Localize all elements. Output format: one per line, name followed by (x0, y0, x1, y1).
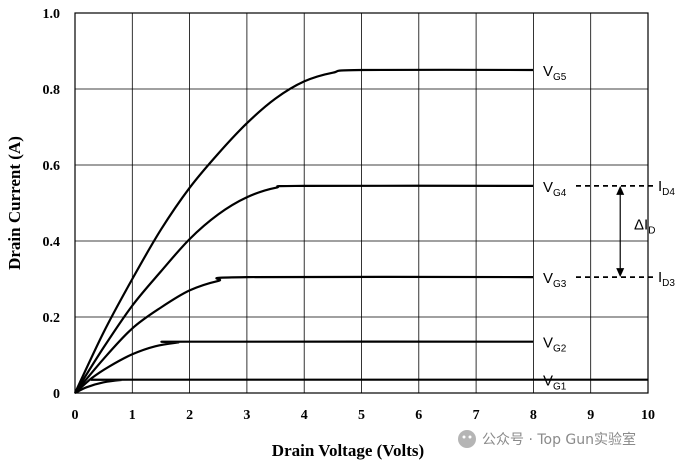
wechat-icon-eye-left (462, 435, 466, 439)
upper-level-label: ID4 (658, 178, 675, 198)
curve-label-g5: VG5 (543, 63, 567, 83)
x-tick-label: 6 (415, 408, 422, 423)
plot-frame (74, 12, 649, 394)
wechat-icon-eye-right (468, 435, 472, 439)
watermark-text: 公众号 · Top Gun实验室 (482, 431, 636, 448)
x-tick-label: 9 (587, 408, 594, 423)
curve-g3 (74, 275, 534, 394)
curve-labels: VG1 VG2 VG3 VG4 VG5 (543, 63, 567, 393)
x-tick-label: 4 (301, 408, 308, 423)
y-tick-label: 0.6 (43, 159, 61, 174)
curve-g5 (74, 68, 534, 394)
curve-g4 (74, 184, 534, 394)
curves (74, 68, 649, 394)
curve-label-g4: VG4 (543, 179, 567, 199)
x-tick-label: 5 (358, 408, 365, 423)
x-tick-label: 8 (530, 408, 537, 423)
y-tick-labels: 0 0.2 0.4 0.6 0.8 1.0 (43, 7, 61, 402)
delta-arrow-head-down (616, 268, 625, 278)
y-tick-label: 0.4 (43, 235, 61, 250)
y-tick-label: 0.8 (43, 83, 61, 98)
watermark: 公众号 · Top Gun实验室 (458, 430, 636, 448)
lower-level-label: ID3 (658, 269, 675, 289)
x-tick-label: 3 (243, 408, 250, 423)
x-tick-labels: 0 1 2 3 4 5 6 7 8 9 10 (72, 408, 656, 423)
y-tick-label: 1.0 (43, 7, 61, 22)
y-tick-label: 0.2 (43, 311, 61, 326)
wechat-icon (458, 430, 476, 448)
curve-g1 (74, 378, 649, 394)
y-axis-title: Drain Current (A) (5, 136, 24, 270)
x-tick-label: 0 (72, 408, 79, 423)
x-tick-label: 7 (473, 408, 480, 423)
delta-label: ΔID (634, 217, 655, 237)
curve-g2 (74, 340, 534, 394)
x-tick-label: 2 (186, 408, 193, 423)
x-tick-label: 10 (641, 408, 655, 423)
delta-arrow-head-up (616, 185, 625, 195)
x-axis-title: Drain Voltage (Volts) (272, 441, 424, 460)
y-tick-label: 0 (53, 387, 60, 402)
x-tick-label: 1 (129, 408, 136, 423)
delta-annotation: ID4 ID3 ΔID (576, 178, 675, 289)
grid (75, 13, 648, 393)
curve-label-g1: VG1 (543, 373, 567, 393)
curve-label-g3: VG3 (543, 270, 567, 290)
curve-label-g2: VG2 (543, 335, 567, 355)
